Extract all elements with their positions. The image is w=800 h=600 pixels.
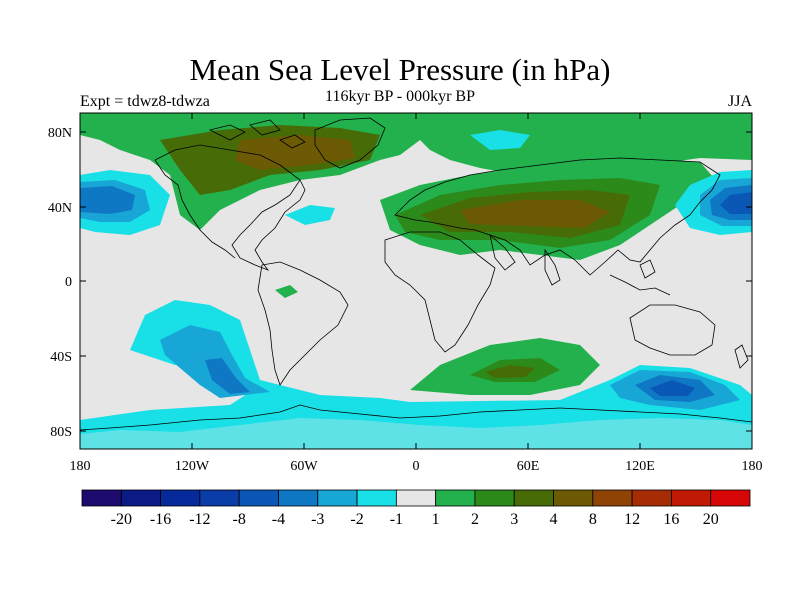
lon-label: 60E: [517, 459, 540, 474]
colorbar-swatch: [395, 489, 437, 507]
colorbar-swatch: [592, 489, 633, 507]
period-label: 116kyr BP - 000kyr BP: [325, 88, 475, 105]
contour-amazon-positive: [275, 285, 298, 298]
colorbar-label: 2: [471, 511, 479, 528]
colorbar-swatch: [435, 489, 476, 507]
colorbar-swatch: [278, 489, 319, 507]
colorbar-label: 12: [624, 511, 640, 528]
colorbar-label: -16: [150, 511, 171, 528]
lon-label: 120E: [625, 459, 655, 474]
colorbar-swatch: [317, 489, 358, 507]
contour-arctic-8: [235, 135, 355, 170]
colorbar-label: -4: [272, 511, 285, 528]
contour-southern-atlantic-4: [485, 365, 535, 378]
season-label: JJA: [727, 93, 752, 110]
longitude-axis: 180 120W 60W 0 60E 120E 180: [70, 113, 763, 474]
colorbar-label: -8: [233, 511, 246, 528]
contour-north-pacific-west-3: [80, 186, 135, 214]
colorbar-swatch: [199, 489, 240, 507]
colorbar-label: -20: [111, 511, 132, 528]
colorbar-swatch: [356, 489, 397, 507]
colorbar-swatch: [553, 489, 594, 507]
colorbar-label: -3: [311, 511, 324, 528]
latitude-axis: 80N 40N 0 40S 80S: [48, 126, 752, 440]
colorbar-swatch: [120, 489, 161, 507]
colorbar-label: 16: [663, 511, 679, 528]
colorbar-swatch: [710, 489, 751, 507]
colorbar-swatch: [81, 489, 122, 507]
colorbar-label: 1: [432, 511, 440, 528]
contour-south-indian-neg-4: [650, 380, 695, 396]
colorbar-swatch: [671, 489, 712, 507]
colorbar-swatch: [160, 489, 201, 507]
colorbar-swatch: [631, 489, 672, 507]
contour-north-atlantic-neg: [285, 205, 335, 225]
colorbar-swatch: [474, 489, 515, 507]
lat-label: 80N: [48, 126, 72, 141]
lon-label: 60W: [290, 459, 318, 474]
lat-label: 0: [65, 275, 72, 290]
coastlines: [80, 117, 752, 431]
colorbar-label: -2: [350, 511, 363, 528]
lat-label: 80S: [50, 425, 72, 440]
contour-south-pacific-neg-3: [205, 358, 250, 394]
colorbar-label: 20: [703, 511, 719, 528]
lon-label: 0: [413, 459, 420, 474]
lon-label: 180: [70, 459, 91, 474]
contour-field: [80, 113, 752, 449]
lat-label: 40N: [48, 201, 72, 216]
colorbar-label: -12: [189, 511, 210, 528]
contour-arctic-neg: [470, 130, 530, 150]
colorbar-label: -1: [390, 511, 403, 528]
colorbar-label: 8: [589, 511, 597, 528]
contour-antarctic-edge: [80, 418, 752, 449]
colorbar-swatch: [238, 489, 279, 507]
contour-north-pacific-east-4: [720, 192, 752, 214]
contour-eurasia-8: [460, 200, 610, 228]
contour-south-pacific-neg: [80, 300, 752, 449]
colorbar-swatch: [513, 489, 554, 507]
lon-label: 120W: [175, 459, 210, 474]
lat-label: 40S: [50, 350, 72, 365]
experiment-label: Expt = tdwz8-tdwza: [80, 93, 210, 110]
lon-label: 180: [742, 459, 763, 474]
colorbar-label: 4: [550, 511, 558, 528]
map-title: Mean Sea Level Pressure (in hPa): [189, 52, 611, 87]
colorbar-label: 3: [510, 511, 518, 528]
